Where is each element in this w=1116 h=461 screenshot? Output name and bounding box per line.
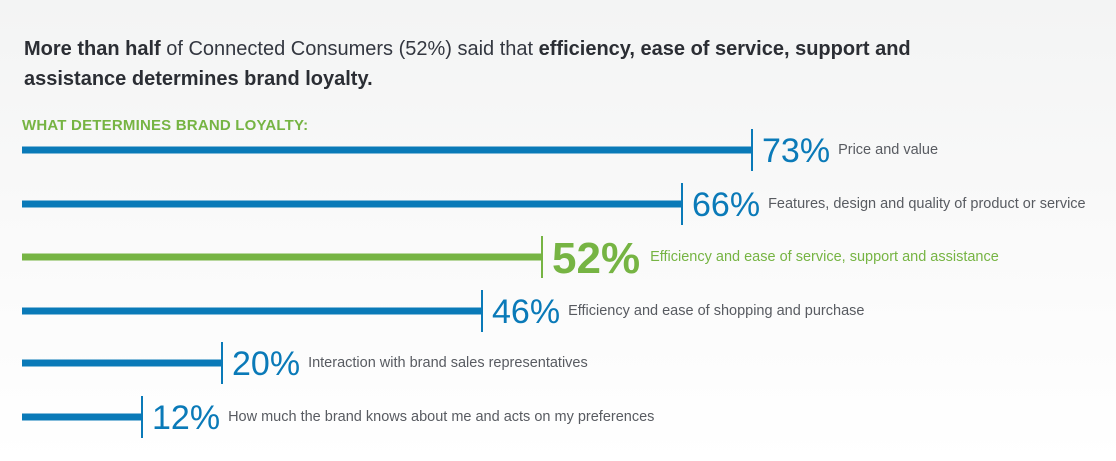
bar-end-tick-5 [221, 342, 223, 384]
bar-4 [22, 307, 482, 315]
value-label-4: 46% [492, 293, 560, 331]
headline-bold-start: More than half [24, 38, 161, 60]
bar-6 [22, 413, 142, 421]
headline-middle: of Connected Consumers (52%) said that [160, 38, 539, 60]
chart-title: WHAT DETERMINES BRAND LOYALTY: [22, 117, 309, 134]
bar-2 [22, 200, 682, 208]
value-label-5: 20% [232, 345, 300, 383]
headline: More than half of Connected Consumers (5… [24, 34, 924, 94]
value-label-2: 66% [692, 186, 760, 224]
bar-end-tick-2 [681, 183, 683, 225]
bar-1 [22, 146, 752, 154]
bar-3 [22, 253, 542, 261]
category-label-2: Features, design and quality of product … [768, 196, 1086, 212]
category-label-6: How much the brand knows about me and ac… [228, 409, 654, 425]
category-label-4: Efficiency and ease of shopping and purc… [568, 303, 864, 319]
value-label-6: 12% [152, 399, 220, 437]
value-label-1: 73% [762, 132, 830, 170]
bar-end-tick-6 [141, 396, 143, 438]
category-label-5: Interaction with brand sales representat… [308, 355, 588, 371]
bar-5 [22, 359, 222, 367]
category-label-1: Price and value [838, 142, 938, 158]
bar-end-tick-1 [751, 129, 753, 171]
bar-end-tick-3 [541, 236, 543, 278]
bar-end-tick-4 [481, 290, 483, 332]
category-label-3: Efficiency and ease of service, support … [650, 249, 999, 265]
headline-bold-end: efficiency, ease of service, support and… [24, 38, 911, 90]
value-label-3: 52% [552, 234, 640, 283]
